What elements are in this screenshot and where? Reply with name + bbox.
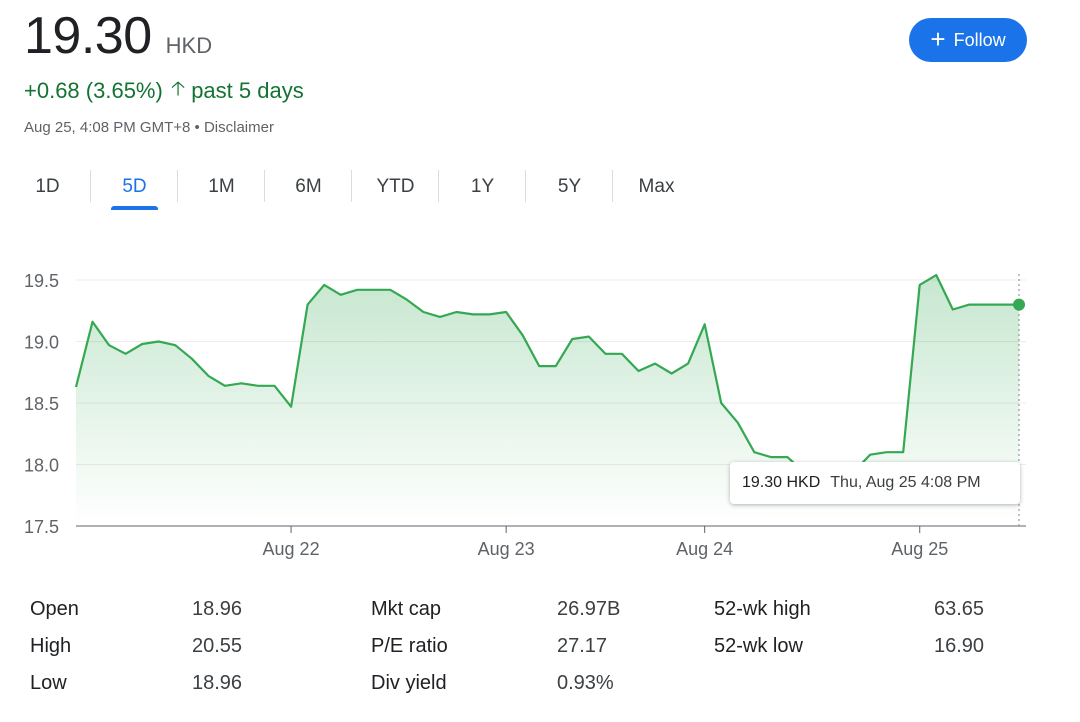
- y-tick-label: 19.0: [24, 333, 59, 353]
- x-tick-label: Aug 23: [478, 539, 535, 559]
- y-tick-label: 17.5: [24, 517, 59, 537]
- stat-label: P/E ratio: [371, 635, 448, 657]
- tab-label: 1D: [35, 176, 60, 197]
- stat-label: Div yield: [371, 672, 447, 694]
- stat-open: Open 18.96: [30, 598, 242, 621]
- tab-label: 5D: [122, 176, 147, 197]
- tab-label: 5Y: [557, 176, 582, 197]
- tab-label: 1Y: [470, 176, 495, 197]
- stat-label: Open: [30, 598, 79, 620]
- stat-value: 16.90: [934, 635, 985, 657]
- tooltip-value: 19.30 HKD: [742, 474, 821, 491]
- tab-max[interactable]: Max: [613, 168, 700, 208]
- tab-1m[interactable]: 1M: [178, 168, 265, 208]
- stat-value: 18.96: [192, 672, 243, 694]
- stat-52wk-high: 52-wk high 63.65: [714, 598, 984, 621]
- y-tick-label: 18.5: [24, 394, 59, 414]
- stat-value: 20.55: [192, 635, 243, 657]
- stat-value: 63.65: [934, 598, 985, 620]
- price-chart[interactable]: 19.5 19.0 18.5 18.0 17.5 Aug 22 Aug 23 Aug 24 Au…: [0, 260, 1080, 570]
- follow-label: Follow: [953, 29, 1006, 50]
- y-tick-label: 18.0: [24, 456, 59, 476]
- plus-icon: +: [930, 24, 946, 54]
- follow-button[interactable]: + Follow: [909, 18, 1027, 62]
- stat-label: 52-wk high: [714, 598, 811, 620]
- stat-label: High: [30, 635, 72, 657]
- timestamp: Aug 25, 4:08 PM GMT+8: [24, 119, 191, 136]
- stat-high: High 20.55: [30, 635, 242, 658]
- stat-low: Low 18.96: [30, 672, 242, 695]
- tab-5y[interactable]: 5Y: [526, 168, 613, 208]
- price-header: 19.30 HKD: [24, 6, 212, 66]
- stat-52wk-low: 52-wk low 16.90: [714, 635, 984, 658]
- tab-5d[interactable]: 5D: [91, 168, 178, 210]
- price-change: +0.68 (3.65%) 🡡 past 5 days: [24, 74, 304, 108]
- tab-1y[interactable]: 1Y: [439, 168, 526, 208]
- range-tabs: 1D 5D 1M 6M YTD 1Y 5Y Max: [4, 168, 700, 210]
- y-tick-label: 19.5: [24, 271, 59, 291]
- change-value: +0.68 (3.65%): [24, 78, 163, 103]
- tab-6m[interactable]: 6M: [265, 168, 352, 208]
- tab-label: 1M: [208, 176, 235, 197]
- tab-label: YTD: [376, 176, 415, 197]
- stat-label: 52-wk low: [714, 635, 803, 657]
- stat-pe-ratio: P/E ratio 27.17: [371, 635, 607, 658]
- tab-1d[interactable]: 1D: [4, 168, 91, 208]
- stat-value: 26.97B: [557, 598, 621, 620]
- currency-label: HKD: [165, 33, 213, 58]
- change-period: past 5 days: [191, 78, 304, 103]
- timestamp-row: Aug 25, 4:08 PM GMT+8 • Disclaimer: [24, 119, 274, 136]
- tab-ytd[interactable]: YTD: [352, 168, 439, 208]
- x-tick-label: Aug 22: [263, 539, 320, 559]
- stat-label: Mkt cap: [371, 598, 442, 620]
- stat-value: 18.96: [192, 598, 243, 620]
- stat-div-yield: Div yield 0.93%: [371, 672, 614, 695]
- current-price: 19.30: [24, 7, 152, 65]
- meta-separator: •: [194, 119, 200, 136]
- tab-label: Max: [638, 176, 675, 197]
- stat-value: 0.93%: [557, 672, 614, 694]
- chart-tooltip: 19.30 HKD Thu, Aug 25 4:08 PM: [730, 462, 1020, 504]
- stat-mkt-cap: Mkt cap 26.97B: [371, 598, 620, 621]
- hover-point: [1013, 298, 1025, 311]
- tab-label: 6M: [295, 176, 322, 197]
- x-tick-label: Aug 25: [891, 539, 948, 559]
- x-tick-label: Aug 24: [676, 539, 733, 559]
- active-tab-indicator: [111, 206, 158, 210]
- stat-label: Low: [30, 672, 67, 694]
- arrow-up-icon: 🡡: [170, 78, 186, 100]
- disclaimer-link[interactable]: Disclaimer: [203, 119, 274, 136]
- stat-value: 27.17: [557, 635, 608, 657]
- tooltip-date: Thu, Aug 25 4:08 PM: [830, 474, 981, 491]
